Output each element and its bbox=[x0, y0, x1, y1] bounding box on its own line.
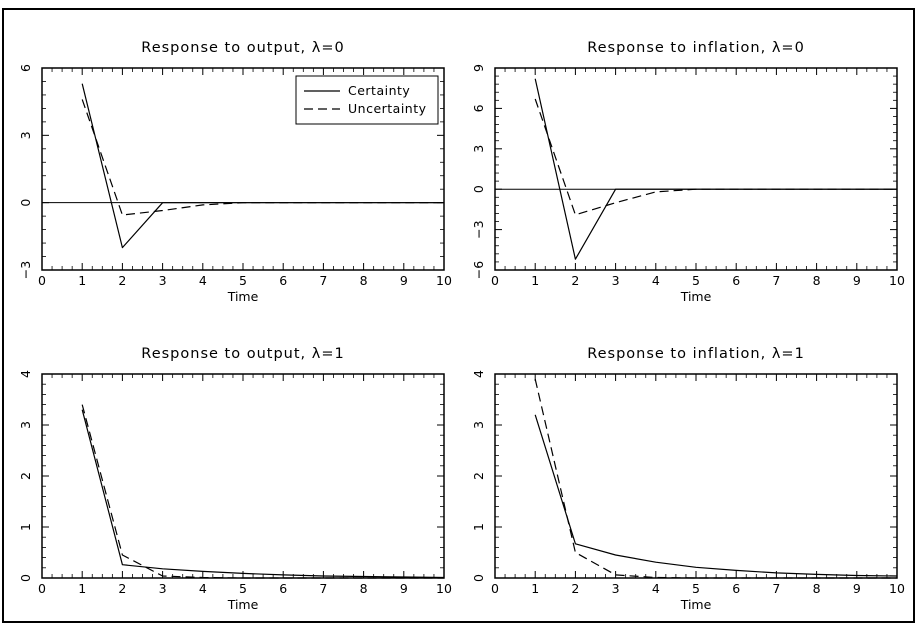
x-tick-label: 3 bbox=[612, 273, 620, 288]
x-tick-label: 7 bbox=[319, 273, 327, 288]
x-tick-label: 6 bbox=[279, 581, 287, 596]
x-tick-label: 8 bbox=[813, 581, 821, 596]
y-tick-label: 3 bbox=[18, 421, 33, 429]
x-tick-label: 9 bbox=[853, 273, 861, 288]
x-tick-label: 4 bbox=[199, 581, 207, 596]
x-tick-label: 6 bbox=[279, 273, 287, 288]
series-line-certainty bbox=[81, 409, 445, 579]
x-tick-label: 8 bbox=[360, 581, 368, 596]
series-line-certainty bbox=[534, 414, 898, 577]
x-tick-label: 0 bbox=[38, 273, 46, 288]
y-tick-label: 0 bbox=[18, 199, 33, 207]
series-line-certainty bbox=[534, 78, 897, 260]
chart-title: Response to inflation, λ=1 bbox=[587, 346, 805, 362]
x-tick-label: 10 bbox=[436, 273, 452, 288]
series-line-uncertainty bbox=[81, 99, 444, 216]
y-tick-label: 3 bbox=[18, 131, 33, 139]
x-tick-label: 9 bbox=[400, 273, 408, 288]
x-tick-label: 8 bbox=[360, 273, 368, 288]
x-tick-label: 5 bbox=[239, 581, 247, 596]
legend-box bbox=[295, 75, 439, 125]
x-tick-label: 1 bbox=[531, 581, 539, 596]
plot-frame bbox=[41, 373, 445, 579]
chart-panel-1: Response to output, λ=0 0 1 2 3 4 5 6 7 8 9 10 Time −… bbox=[18, 40, 452, 304]
x-axis-label: Time bbox=[227, 289, 259, 304]
y-tick-label: −3 bbox=[18, 261, 33, 279]
x-axis-label: Time bbox=[227, 597, 259, 612]
y-tick-label: 3 bbox=[471, 421, 486, 429]
x-tick-label: 10 bbox=[889, 273, 905, 288]
chart-panel-2: Response to inflation, λ=0 0 1 2 3 4 5 6 7 8 9 10 Ti… bbox=[471, 40, 905, 304]
x-tick-label: 0 bbox=[38, 581, 46, 596]
y-tick-label: 4 bbox=[471, 370, 486, 378]
legend-label: Uncertainty bbox=[348, 101, 427, 116]
y-tick-label: 2 bbox=[471, 472, 486, 480]
y-tick-label: −3 bbox=[471, 220, 486, 238]
x-tick-label: 3 bbox=[159, 273, 167, 288]
chart-title: Response to inflation, λ=0 bbox=[587, 40, 805, 56]
y-tick-label: −6 bbox=[471, 261, 486, 279]
x-tick-label: 4 bbox=[652, 273, 660, 288]
y-tick-label: 3 bbox=[471, 145, 486, 153]
x-tick-label: 2 bbox=[118, 273, 126, 288]
x-tick-label: 6 bbox=[732, 581, 740, 596]
legend: Certainty Uncertainty bbox=[295, 75, 439, 125]
x-tick-label: 0 bbox=[491, 273, 499, 288]
series-line-uncertainty bbox=[534, 378, 897, 579]
x-tick-label: 9 bbox=[853, 581, 861, 596]
figure-frame: Response to output, λ=0 0 1 2 3 4 5 6 7 8 9 10 Time −… bbox=[2, 8, 915, 623]
x-tick-label: 6 bbox=[732, 273, 740, 288]
x-tick-label: 8 bbox=[813, 273, 821, 288]
x-tick-label: 5 bbox=[692, 273, 700, 288]
x-tick-label: 1 bbox=[78, 581, 86, 596]
y-tick-label: 6 bbox=[471, 104, 486, 112]
x-tick-label: 1 bbox=[78, 273, 86, 288]
legend-label: Certainty bbox=[348, 83, 410, 98]
chart-panel-3: Response to output, λ=1 0 1 2 3 4 5 6 7 8 9 10 Time 0… bbox=[18, 346, 452, 612]
x-tick-label: 5 bbox=[239, 273, 247, 288]
y-tick-label: 1 bbox=[18, 523, 33, 531]
x-tick-label: 5 bbox=[692, 581, 700, 596]
y-tick-label: 9 bbox=[471, 64, 486, 72]
y-tick-label: 6 bbox=[18, 64, 33, 72]
x-tick-label: 7 bbox=[772, 273, 780, 288]
x-tick-label: 10 bbox=[889, 581, 905, 596]
y-tick-label: 0 bbox=[471, 185, 486, 193]
x-tick-label: 10 bbox=[436, 581, 452, 596]
x-tick-label: 2 bbox=[571, 273, 579, 288]
x-tick-label: 3 bbox=[159, 581, 167, 596]
y-tick-label: 0 bbox=[471, 574, 486, 582]
x-tick-label: 2 bbox=[118, 581, 126, 596]
series-line-uncertainty bbox=[81, 404, 444, 579]
x-tick-label: 4 bbox=[199, 273, 207, 288]
plot-frame bbox=[494, 373, 898, 579]
x-axis-label: Time bbox=[680, 597, 712, 612]
chart-title: Response to output, λ=0 bbox=[141, 40, 344, 56]
x-axis-label: Time bbox=[680, 289, 712, 304]
y-tick-label: 1 bbox=[471, 523, 486, 531]
x-tick-label: 3 bbox=[612, 581, 620, 596]
y-tick-label: 4 bbox=[18, 370, 33, 378]
x-tick-label: 2 bbox=[571, 581, 579, 596]
x-tick-label: 1 bbox=[531, 273, 539, 288]
chart-title: Response to output, λ=1 bbox=[141, 346, 344, 362]
y-tick-label: 0 bbox=[18, 574, 33, 582]
x-tick-label: 4 bbox=[652, 581, 660, 596]
chart-canvas: Response to output, λ=00 1 2 3 4 5 6 7 8 9 10Time−… bbox=[18, 40, 905, 612]
x-tick-label: 0 bbox=[491, 581, 499, 596]
x-tick-label: 9 bbox=[400, 581, 408, 596]
y-tick-label: 2 bbox=[18, 472, 33, 480]
series-line-uncertainty bbox=[534, 98, 897, 216]
x-tick-label: 7 bbox=[772, 581, 780, 596]
x-tick-label: 7 bbox=[319, 581, 327, 596]
chart-panel-4: Response to inflation, λ=10 1 2 3 4 5 6 7 8 9 10Ti… bbox=[471, 346, 905, 612]
